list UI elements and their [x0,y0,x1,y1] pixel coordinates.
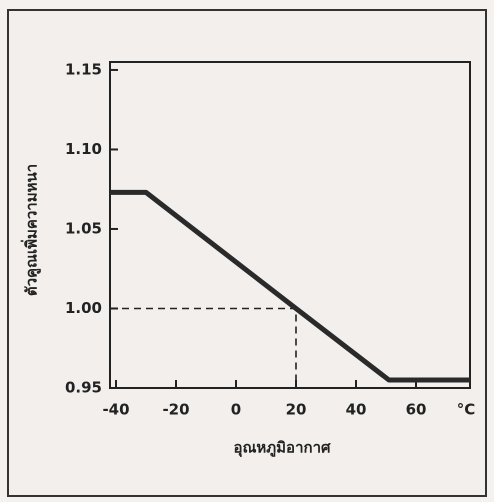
x-tick-label: 40 [346,401,367,419]
x-axis-title: อุณหภูมิอากาศ [233,439,331,458]
x-tick-label: 0 [231,401,241,419]
x-tick-label: 60 [406,401,427,419]
frame [8,10,486,496]
x-unit: °C [457,401,476,419]
x-tick-label: -20 [162,401,189,419]
y-tick-label: 1.15 [65,60,102,78]
y-tick-label: 0.95 [65,379,102,397]
y-tick-label: 1.05 [65,219,102,237]
y-tick-label: 1.10 [65,140,102,158]
y-tick-label: 1.00 [65,299,102,317]
chart: ตัวคูณเพิ่มความหนา อุณหภูมิอากาศ °C 0.95… [0,0,494,502]
page: ตัวคูณเพิ่มความหนา อุณหภูมิอากาศ °C 0.95… [0,0,494,502]
y-axis-title: ตัวคูณเพิ่มความหนา [21,164,42,296]
x-tick-label: -40 [102,401,129,419]
x-tick-label: 20 [286,401,307,419]
